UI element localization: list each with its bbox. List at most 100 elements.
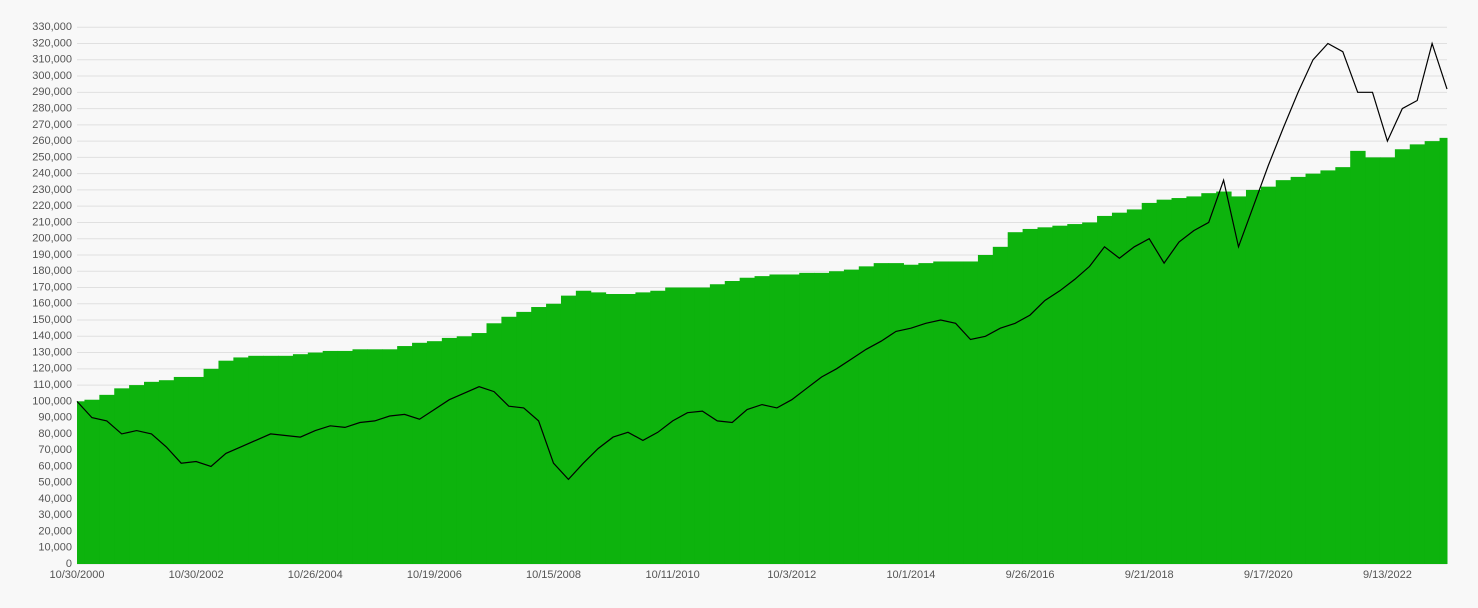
y-tick-label: 310,000 — [32, 54, 72, 66]
y-tick-label: 100,000 — [32, 395, 72, 407]
area-bar — [263, 355, 279, 564]
area-bar — [977, 254, 994, 564]
y-tick-label: 220,000 — [32, 200, 72, 212]
area-bar — [694, 287, 711, 564]
area-bar — [933, 261, 949, 564]
area-bar — [218, 360, 234, 564]
x-tick-label: 10/26/2004 — [288, 569, 343, 581]
y-tick-label: 300,000 — [32, 70, 72, 82]
area-bar — [948, 261, 964, 564]
area-bar — [248, 355, 264, 564]
area-bar — [158, 380, 175, 564]
area-bar — [382, 349, 398, 564]
area-bar — [575, 290, 592, 564]
area-bar — [1260, 186, 1277, 565]
area-bar — [352, 349, 368, 564]
x-tick-label: 10/30/2002 — [169, 569, 224, 581]
x-tick-label: 9/26/2016 — [1006, 569, 1055, 581]
area-bar — [814, 272, 830, 564]
area-bar — [1424, 141, 1441, 564]
area-bar — [516, 311, 532, 564]
y-tick-label: 120,000 — [32, 363, 72, 375]
area-bar — [233, 357, 249, 564]
y-tick-label: 110,000 — [33, 379, 72, 391]
area-bar — [278, 355, 294, 564]
area-bar — [1067, 224, 1083, 565]
area-bar — [531, 307, 547, 564]
area-bar — [1439, 137, 1448, 565]
area-bar — [1216, 191, 1232, 564]
area-bar — [99, 394, 115, 564]
area-bar — [1186, 196, 1202, 564]
y-tick-label: 210,000 — [32, 216, 72, 228]
area-bar — [843, 269, 860, 564]
area-bar — [307, 352, 324, 564]
area-bar — [680, 287, 696, 564]
y-tick-label: 130,000 — [32, 346, 72, 358]
area-bar — [367, 349, 383, 564]
area-bar — [441, 337, 458, 564]
area-bar — [769, 274, 785, 564]
x-tick-label: 10/30/2000 — [49, 569, 104, 581]
area-bar — [173, 376, 190, 564]
area-bar — [84, 399, 100, 564]
line — [76, 41, 1448, 481]
area-bar — [546, 303, 562, 564]
y-tick-label: 230,000 — [32, 184, 72, 196]
area-bar — [590, 292, 607, 564]
area-bar — [337, 350, 353, 564]
area-bar — [77, 401, 85, 564]
area-bar — [1022, 228, 1038, 564]
x-tick-label: 9/13/2022 — [1363, 569, 1412, 581]
area-bar — [1320, 170, 1336, 565]
area-bar — [873, 263, 890, 564]
y-tick-label: 320,000 — [32, 37, 72, 49]
area-bar — [292, 354, 309, 564]
area-bar — [1201, 193, 1217, 564]
area-bar — [144, 381, 160, 564]
area-bar — [1111, 212, 1128, 564]
y-tick-label: 150,000 — [32, 314, 72, 326]
area-bar — [605, 294, 622, 564]
area-bar — [963, 261, 979, 564]
area-bar — [858, 266, 875, 564]
area-bar — [1305, 173, 1321, 564]
area-bar — [799, 272, 815, 564]
area-bar — [650, 290, 666, 564]
y-tick-label: 50,000 — [38, 477, 72, 489]
y-tick-label: 290,000 — [32, 86, 72, 98]
x-tick-label: 10/15/2008 — [526, 569, 581, 581]
area-bar — [456, 336, 473, 564]
area-bar — [501, 316, 517, 564]
area-bar — [129, 385, 145, 564]
area-bar — [114, 388, 130, 564]
area-bar — [1231, 196, 1247, 564]
y-tick-label: 20,000 — [38, 525, 72, 537]
y-tick-label: 250,000 — [32, 151, 72, 163]
y-tick-label: 260,000 — [32, 135, 72, 147]
y-tick-label: 240,000 — [32, 168, 72, 180]
area-bar — [754, 276, 770, 564]
y-tick-label: 140,000 — [32, 330, 72, 342]
y-tick-label: 200,000 — [32, 233, 72, 245]
area-bar — [739, 277, 756, 564]
y-tick-label: 170,000 — [32, 281, 72, 293]
area-bar — [1126, 209, 1143, 564]
x-tick-label: 10/3/2012 — [767, 569, 816, 581]
x-tick-label: 10/11/2010 — [646, 569, 700, 581]
y-tick-label: 90,000 — [38, 412, 72, 424]
y-tick-label: 70,000 — [38, 444, 72, 456]
area-bar — [1275, 180, 1292, 564]
y-tick-label: 330,000 — [32, 21, 72, 33]
area-bar — [1141, 202, 1158, 564]
y-tick-label: 80,000 — [38, 428, 72, 440]
area-bar — [1409, 144, 1426, 564]
area-bar — [1052, 225, 1068, 564]
y-tick-label: 280,000 — [32, 102, 72, 114]
y-tick-label: 190,000 — [32, 249, 72, 261]
area-bar — [1156, 199, 1173, 564]
area-bar — [1007, 232, 1024, 564]
y-tick-label: 40,000 — [38, 493, 72, 505]
area-bar — [784, 274, 800, 564]
area-bar — [1394, 149, 1411, 564]
